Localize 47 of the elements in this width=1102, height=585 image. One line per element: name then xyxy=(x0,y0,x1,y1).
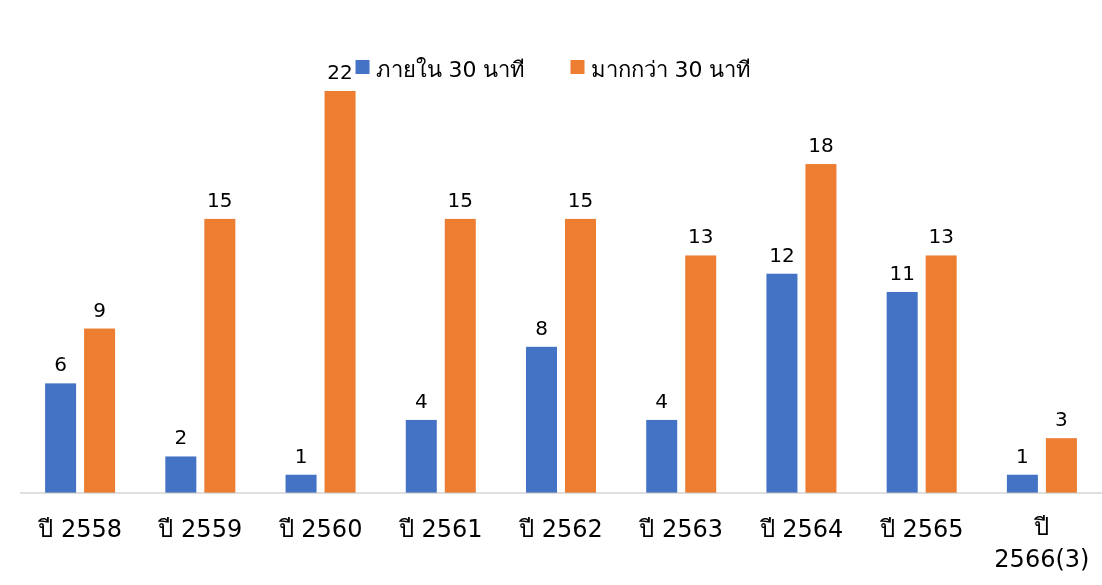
bar xyxy=(925,255,957,493)
bar xyxy=(84,328,116,493)
x-tick-label: ปี 2561 xyxy=(397,515,483,543)
data-label: 3 xyxy=(1055,407,1068,432)
bar xyxy=(526,346,557,493)
bar xyxy=(324,91,356,493)
bar xyxy=(1006,474,1038,493)
x-tick-label: ปี 2565 xyxy=(878,515,964,543)
x-tick-label: ปี 2564 xyxy=(758,515,844,543)
data-label: 1 xyxy=(294,443,308,468)
data-label: 15 xyxy=(207,187,233,212)
legend-label: ภายใน 30 นาที xyxy=(375,57,526,82)
data-label: 6 xyxy=(54,352,67,377)
data-label: 4 xyxy=(414,388,428,413)
bar xyxy=(1045,438,1077,493)
data-label: 13 xyxy=(688,224,714,249)
bar xyxy=(646,419,678,493)
x-tick-label: ปี 2558 xyxy=(37,515,122,543)
bar xyxy=(766,273,798,493)
data-label: 9 xyxy=(93,297,106,322)
bar xyxy=(405,419,437,493)
data-label: 13 xyxy=(928,224,954,249)
bar xyxy=(204,218,236,493)
legend-label: มากกว่า 30 นาที xyxy=(590,57,752,82)
x-tick-label: ปี 2562 xyxy=(518,515,603,543)
data-label: 15 xyxy=(447,187,473,212)
bar xyxy=(45,383,77,493)
data-label: 15 xyxy=(567,187,594,212)
data-label: 8 xyxy=(535,315,548,340)
data-label: 12 xyxy=(769,242,795,267)
data-label: 1 xyxy=(1016,443,1029,468)
bar xyxy=(685,255,717,493)
x-tick-label: ปี 2559 xyxy=(157,515,243,543)
data-label: 18 xyxy=(808,133,834,158)
bar xyxy=(886,292,918,493)
bar xyxy=(565,218,596,493)
data-label: 2 xyxy=(174,425,188,450)
data-label: 4 xyxy=(655,388,669,413)
data-label: 11 xyxy=(889,261,915,285)
data-label: 22 xyxy=(327,60,353,84)
x-tick-label: ปี 2566(3) xyxy=(994,513,1090,573)
bar xyxy=(805,164,837,493)
bar xyxy=(444,218,476,493)
bar xyxy=(165,456,197,493)
x-tick-label: ปี 2563 xyxy=(638,515,724,543)
bar xyxy=(285,474,317,493)
x-tick-label: ปี 2560 xyxy=(277,515,363,543)
